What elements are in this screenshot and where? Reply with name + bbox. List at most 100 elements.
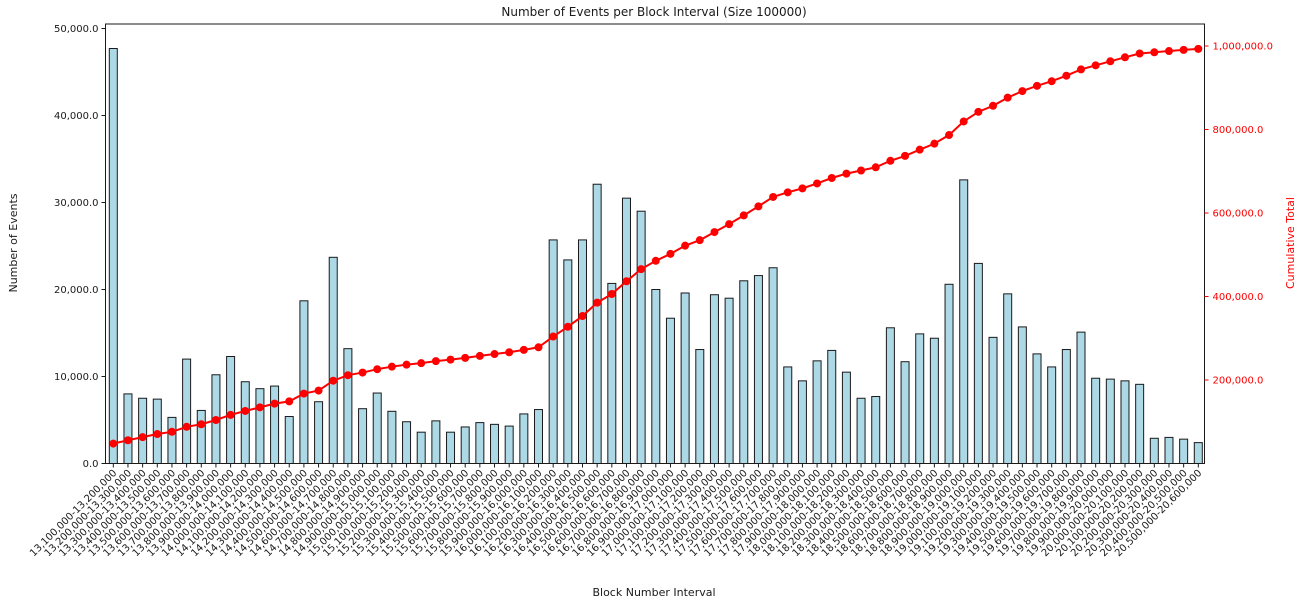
cumulative-point: [343, 371, 352, 380]
y-tick-label-left: 20,000.0: [54, 285, 99, 296]
bar: [900, 361, 910, 464]
cumulative-point: [974, 107, 983, 116]
bar: [724, 297, 734, 465]
bar: [1047, 366, 1057, 464]
bar: [709, 294, 719, 464]
bar: [328, 256, 338, 464]
cumulative-point: [783, 188, 792, 197]
x-axis-title: Block Number Interval: [592, 586, 715, 599]
cumulative-point: [593, 298, 602, 307]
y-tick-label-left: 0.0: [83, 459, 99, 470]
cumulative-point: [930, 139, 939, 148]
cumulative-point: [182, 422, 191, 431]
cumulative-point: [109, 439, 118, 448]
cumulative-point: [373, 365, 382, 374]
bar: [944, 283, 954, 464]
cumulative-point: [563, 322, 572, 331]
cumulative-point: [211, 416, 220, 424]
bar: [1003, 293, 1013, 464]
bar: [123, 393, 133, 464]
bar: [607, 282, 617, 464]
bar: [358, 408, 368, 465]
bar: [1120, 380, 1130, 465]
cumulative-point: [534, 343, 543, 352]
cumulative-point: [299, 389, 308, 398]
plot-border: [105, 23, 1205, 464]
bar: [1135, 383, 1145, 464]
cumulative-point: [1091, 61, 1100, 70]
bar: [1179, 438, 1189, 465]
cumulative-point: [197, 420, 206, 429]
bar: [1164, 436, 1174, 464]
axes-layer: [105, 23, 1205, 464]
chart-title: Number of Events per Block Interval (Siz…: [501, 5, 806, 19]
bar: [270, 385, 280, 465]
bar: [182, 358, 192, 465]
bar: [739, 280, 749, 464]
cumulative-point: [607, 290, 616, 298]
cumulative-point: [915, 145, 924, 154]
cumulative-point: [710, 228, 719, 237]
cumulative-point: [871, 163, 880, 172]
cumulative-point: [255, 403, 264, 412]
cumulative-point: [842, 169, 851, 178]
bar: [343, 348, 353, 464]
cumulative-point: [549, 332, 558, 341]
cumulative-point: [446, 355, 455, 364]
bar: [519, 413, 529, 465]
bar: [475, 422, 485, 464]
bar: [1061, 349, 1071, 464]
cumulative-point: [285, 397, 294, 406]
bar: [108, 48, 118, 464]
cumulative-point: [725, 220, 734, 229]
cumulative-point: [959, 117, 968, 126]
bar: [1105, 378, 1115, 464]
bar: [680, 292, 690, 465]
cumulative-point: [490, 350, 499, 359]
bar: [1091, 377, 1101, 464]
bar: [871, 396, 881, 465]
bar: [240, 381, 250, 464]
bar: [167, 416, 177, 465]
cumulative-point: [153, 430, 162, 439]
bar: [431, 420, 441, 464]
cumulative-point: [167, 427, 176, 436]
cumulative-point: [681, 241, 690, 250]
bar: [988, 336, 998, 465]
bar: [372, 392, 382, 464]
y-axis-title-left: Number of Events: [7, 193, 20, 292]
bar: [841, 371, 851, 464]
cumulative-point: [1194, 44, 1203, 53]
bar: [797, 380, 807, 465]
cumulative-point: [417, 359, 426, 368]
cumulative-point: [226, 410, 235, 419]
cumulative-point: [886, 156, 895, 165]
cumulative-point: [651, 256, 660, 265]
bar: [959, 179, 969, 464]
cumulative-point: [813, 179, 822, 188]
bar: [314, 401, 324, 465]
cumulative-point: [402, 360, 411, 369]
y-axis-title-right: Cumulative Total: [1284, 197, 1297, 289]
bar: [226, 355, 236, 464]
bar: [592, 183, 602, 464]
cumulative-point: [270, 399, 279, 408]
cumulative-point: [695, 236, 704, 245]
cumulative-point: [431, 357, 440, 366]
ticks-layer: 0.0 10,000.0 20,000.0 30,000.0 40,000.0 50,00…: [28, 24, 1273, 559]
bar: [416, 431, 426, 464]
bar: [915, 333, 925, 464]
cumulative-point: [519, 345, 528, 354]
y-tick-label-right: 600,000.0: [1213, 209, 1264, 220]
bar: [490, 423, 500, 465]
bar: [753, 275, 763, 464]
bar: [534, 409, 543, 464]
bar: [387, 410, 397, 464]
cumulative-point: [827, 174, 836, 183]
cumulative-point: [1120, 53, 1129, 62]
bar: [284, 416, 294, 464]
bar: [446, 431, 456, 464]
bar: [196, 409, 206, 464]
